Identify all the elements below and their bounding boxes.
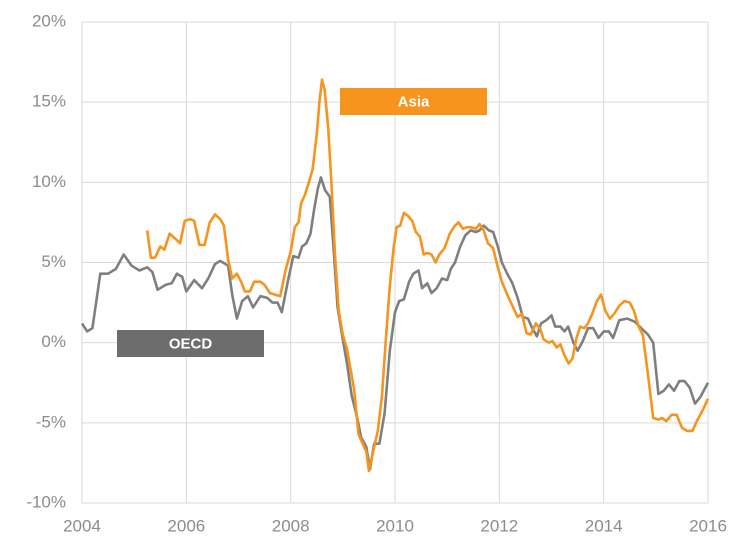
- x-tick-label: 2012: [480, 516, 518, 535]
- y-tick-label: -5%: [36, 412, 66, 431]
- y-tick-label: 0%: [41, 332, 66, 351]
- y-tick-label: 20%: [32, 11, 66, 30]
- y-tick-label: 15%: [32, 92, 66, 111]
- y-tick-label: 10%: [32, 172, 66, 191]
- data-line: [145, 78, 710, 473]
- y-tick-label: -10%: [26, 492, 66, 511]
- legend-box: [117, 330, 264, 357]
- legend-label: Asia: [398, 93, 430, 110]
- x-tick-label: 2006: [167, 516, 205, 535]
- y-tick-label: 5%: [41, 252, 66, 271]
- legend-label: OECD: [169, 335, 213, 352]
- data-line: [80, 176, 710, 471]
- x-tick-label: 2016: [689, 516, 727, 535]
- legend-box: [340, 88, 487, 115]
- x-tick-label: 2008: [272, 516, 310, 535]
- x-tick-label: 2014: [585, 516, 623, 535]
- x-tick-label: 2004: [63, 516, 101, 535]
- x-tick-label: 2010: [376, 516, 414, 535]
